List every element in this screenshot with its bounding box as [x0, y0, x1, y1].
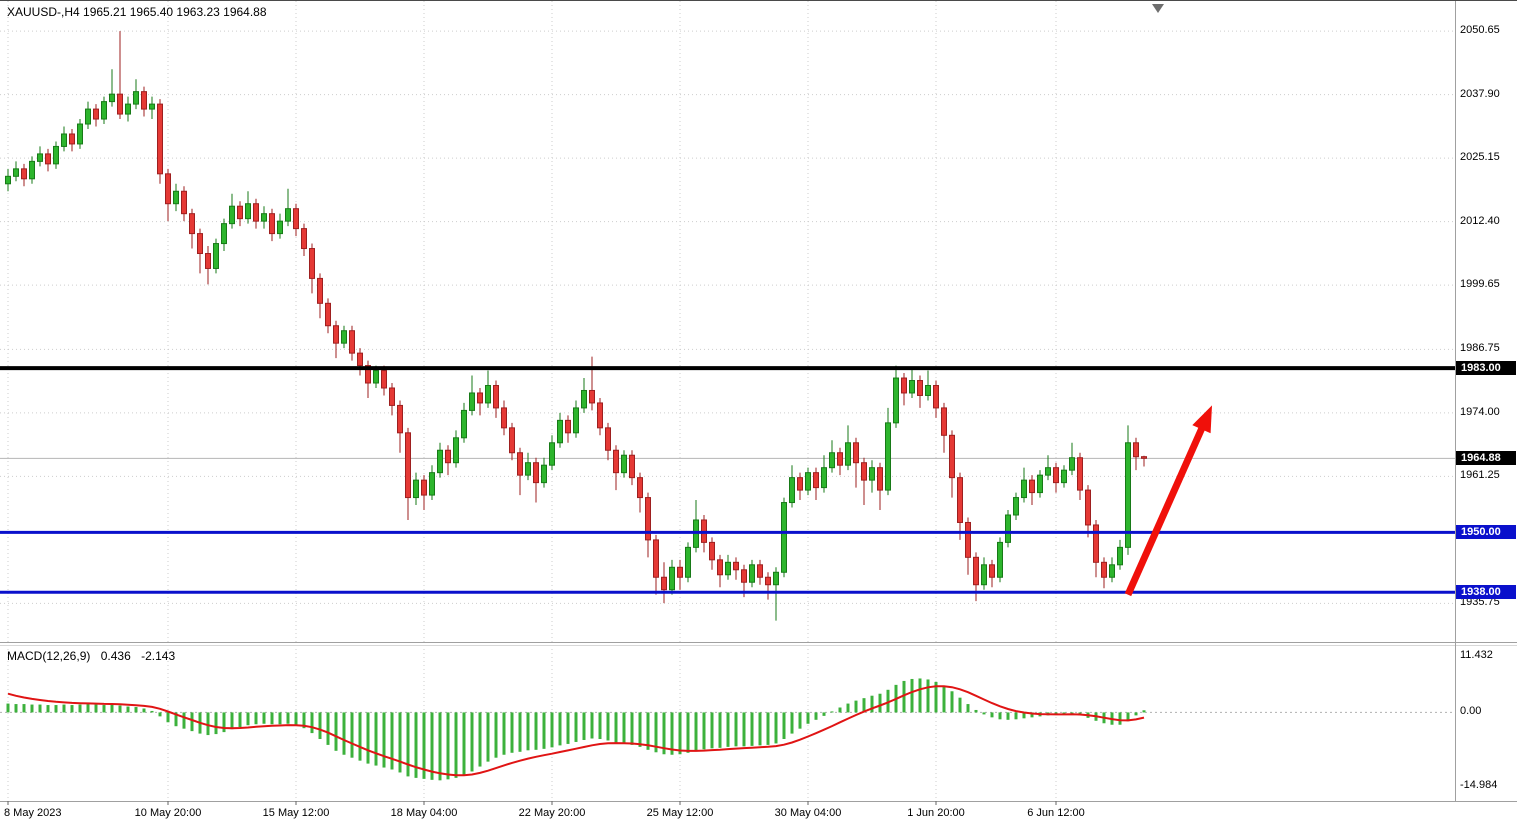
- macd-indicator-label: MACD(12,26,9) 0.436 -2.143: [7, 649, 182, 663]
- price-tick-label: 2050.65: [1460, 24, 1500, 37]
- macd-value: 0.436: [100, 649, 131, 663]
- date-tick-label: 1 Jun 20:00: [907, 807, 965, 819]
- date-tick-label: 22 May 20:00: [518, 807, 586, 819]
- price-tick-label: 1999.65: [1460, 278, 1500, 291]
- date-tick-label: 18 May 04:00: [390, 807, 458, 819]
- candles: [5, 31, 1147, 621]
- trend-arrow-head[interactable]: [1192, 405, 1212, 434]
- macd-signal-line: [7, 685, 1145, 777]
- chart-shift-marker[interactable]: [1152, 4, 1164, 13]
- current-price-badge: 1964.88: [1456, 451, 1516, 466]
- price-tick-label: 1961.25: [1460, 469, 1500, 482]
- date-tick-label: 10 May 20:00: [134, 807, 202, 819]
- price-tick-label: 1974.00: [1460, 405, 1500, 418]
- date-tick-label: 25 May 12:00: [646, 807, 714, 819]
- price-line-badge: 1983.00: [1456, 361, 1516, 376]
- macd-tick-label: 0.00: [1460, 705, 1482, 718]
- price-tick-label: 1935.75: [1460, 596, 1500, 609]
- date-tick-label: 8 May 2023: [4, 807, 62, 819]
- gridlines: [0, 1, 1455, 801]
- date-tick-label: 6 Jun 12:00: [1027, 807, 1085, 819]
- macd-tick-label: 11.432: [1460, 649, 1493, 662]
- price-tick-label: 2012.40: [1460, 214, 1500, 227]
- date-tick-label: 30 May 04:00: [774, 807, 842, 819]
- trend-arrow-shaft[interactable]: [1124, 420, 1208, 597]
- price-tick-label: 2037.90: [1460, 87, 1500, 100]
- macd-tick-label: -14.984: [1460, 779, 1498, 792]
- macd-name: MACD(12,26,9): [7, 649, 91, 663]
- symbol-ohlc-info: XAUUSD-,H4 1965.21 1965.40 1963.23 1964.…: [7, 5, 267, 19]
- price-tick-label: 1986.75: [1460, 342, 1500, 355]
- price-tick-label: 2025.15: [1460, 151, 1500, 164]
- price-line-badge: 1950.00: [1456, 525, 1516, 540]
- date-tick-label: 15 May 12:00: [262, 807, 330, 819]
- macd-signal-value: -2.143: [141, 649, 176, 663]
- macd-histogram: [6, 678, 1146, 781]
- price-line-badge: 1938.00: [1456, 585, 1516, 600]
